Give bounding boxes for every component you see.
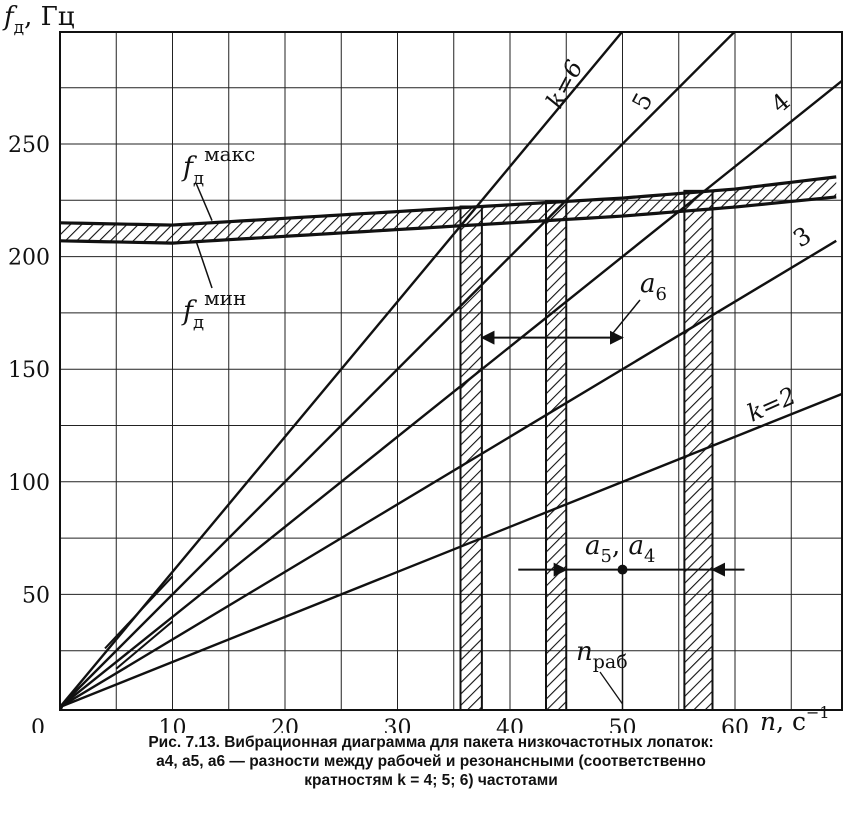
fmin-leader xyxy=(195,240,213,289)
a5-a4-label: a5, a4 xyxy=(585,531,655,567)
series-label-5: 5 xyxy=(627,88,659,115)
figure-caption: Рис. 7.13. Вибрационная диаграмма для па… xyxy=(0,733,862,790)
y-tick-label: 200 xyxy=(8,246,50,271)
n-operating-label: nраб xyxy=(576,637,628,673)
caption-line-2: а4, а5, а6 — разности между рабочей и ре… xyxy=(156,753,706,770)
harmonic-lines xyxy=(60,32,842,710)
origin-stub xyxy=(115,620,174,670)
resonance-zone-k5 xyxy=(545,200,568,711)
annotations xyxy=(480,299,745,710)
origin-stub xyxy=(104,575,174,650)
tick-labels: 0 10 20 30 40 50 60 50 100 150 200 250 xyxy=(8,133,749,733)
x-tick-label: 60 xyxy=(721,716,749,733)
series-label-k6: k=6 xyxy=(541,56,589,113)
plot-frame xyxy=(59,31,843,711)
line-k2 xyxy=(60,392,842,709)
x-axis-title: n, с−1 xyxy=(760,703,830,733)
x-tick-label: 30 xyxy=(384,716,412,733)
x-tick-label: 40 xyxy=(496,716,524,733)
x-tick-label: 10 xyxy=(159,716,187,733)
fmin-label: fдмин xyxy=(181,286,246,333)
y-tick-label: 150 xyxy=(8,358,50,383)
y-tick-label: 100 xyxy=(8,471,50,496)
line-k6 xyxy=(60,32,624,708)
fmax-label: fдмакс xyxy=(181,142,255,189)
a6-label: a6 xyxy=(640,269,667,305)
line-k3 xyxy=(60,239,837,709)
fmax-leader xyxy=(195,182,213,221)
caption-line-3: кратностям k = 4; 5; 6) частотами xyxy=(304,772,558,789)
line-k4 xyxy=(60,80,842,708)
y-tick-label: 250 xyxy=(8,133,50,158)
fmax-curve xyxy=(59,175,837,227)
y-tick-label: 50 xyxy=(22,583,50,608)
frequency-band xyxy=(59,175,837,245)
a6-leader xyxy=(611,299,641,335)
resonance-zones xyxy=(459,189,714,711)
caption-line-1: Рис. 7.13. Вибрационная диаграмма для па… xyxy=(148,734,714,751)
fmin-curve xyxy=(59,195,837,245)
x-tick-label: 20 xyxy=(271,716,299,733)
series-label-3: 3 xyxy=(788,221,816,253)
x-tick-label: 0 xyxy=(31,716,45,733)
x-tick-label: 50 xyxy=(609,716,637,733)
gridlines xyxy=(60,32,842,710)
line-k5 xyxy=(60,32,737,708)
resonance-zone-k6 xyxy=(459,205,483,711)
n-operating-leader xyxy=(599,671,624,705)
